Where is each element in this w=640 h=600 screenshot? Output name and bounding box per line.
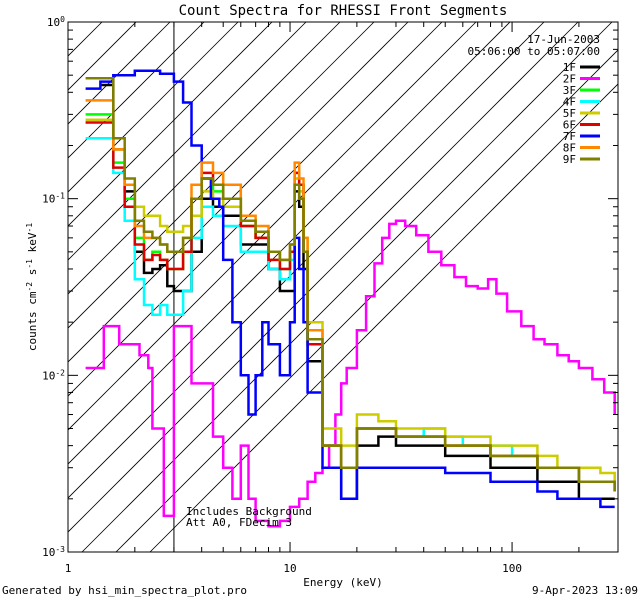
legend-label-1f: 1F xyxy=(563,61,576,74)
annotation-line-1: Includes Background xyxy=(186,505,312,518)
legend-label-5f: 5F xyxy=(563,107,576,120)
legend-label-7f: 7F xyxy=(563,130,576,143)
legend-label-2f: 2F xyxy=(563,73,576,86)
hatch-line xyxy=(68,22,375,329)
hatch-line xyxy=(68,22,477,431)
x-axis-label: Energy (keV) xyxy=(303,576,382,589)
series-line-1f xyxy=(100,83,615,501)
hatch-line xyxy=(68,22,579,533)
hatch-line xyxy=(68,22,205,159)
date-label: 17-Jun-2003 xyxy=(527,33,600,46)
annotation-line-2: Att A0, FDecim 3 xyxy=(186,516,292,529)
series-line-9f xyxy=(85,77,616,492)
timestamp-label: 9-Apr-2023 13:09 xyxy=(532,584,638,597)
x-tick-label: 100 xyxy=(502,562,522,575)
hatch-line xyxy=(68,22,443,397)
generated-by-label: Generated by hsi_min_spectra_plot.pro xyxy=(2,584,247,597)
y-tick-label: 10-3 xyxy=(42,545,65,560)
x-tick-label: 1 xyxy=(65,562,72,575)
legend-label-6f: 6F xyxy=(563,119,576,132)
series-line-7f xyxy=(85,69,615,509)
legend-label-8f: 8F xyxy=(563,142,576,155)
plot-frame xyxy=(67,21,619,553)
y-axis-label: counts cm-2 s-1 keV-1 xyxy=(25,223,40,351)
legend-label-3f: 3F xyxy=(563,84,576,97)
hatch-line xyxy=(115,49,618,552)
chart-title: Count Spectra for RHESSI Front Segments xyxy=(179,3,508,19)
hatch-line xyxy=(68,22,307,261)
hatch-line xyxy=(68,22,69,23)
time-range-label: 05:06:00 to 05:07:00 xyxy=(468,45,600,58)
legend-label-4f: 4F xyxy=(563,96,576,109)
hatch-line xyxy=(68,22,341,295)
hatch-line xyxy=(68,22,239,193)
y-tick-label: 10-1 xyxy=(42,191,65,206)
hatch-line xyxy=(68,22,171,125)
hatch-line xyxy=(149,83,618,552)
x-axis-ticks: 1 10 100 xyxy=(65,22,619,575)
y-tick-label: 100 xyxy=(47,15,65,30)
y-axis-ticks: 10-3 10-2 10-1 100 xyxy=(42,15,618,560)
x-tick-label: 10 xyxy=(283,562,296,575)
series-lines xyxy=(85,69,616,528)
legend-label-9f: 9F xyxy=(563,153,576,166)
hatch-line xyxy=(81,22,613,552)
hatch-line xyxy=(68,22,511,465)
series-line-2f xyxy=(85,219,616,528)
y-tick-label: 10-2 xyxy=(42,368,65,383)
hatch-line xyxy=(68,22,273,227)
